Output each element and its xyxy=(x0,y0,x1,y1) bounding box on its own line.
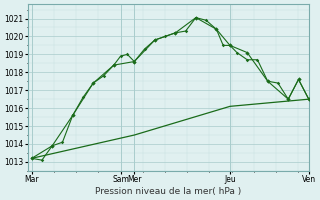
X-axis label: Pression niveau de la mer( hPa ): Pression niveau de la mer( hPa ) xyxy=(95,187,241,196)
